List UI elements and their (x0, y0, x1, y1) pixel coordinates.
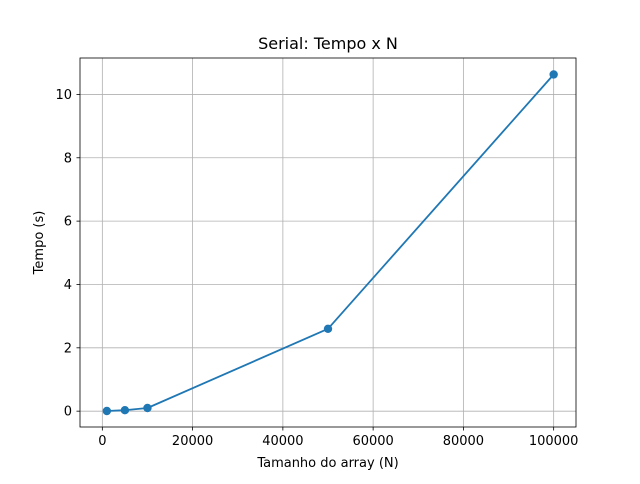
data-point (143, 403, 152, 413)
x-axis-ticks: 0 20000 40000 60000 80000 100000 (98, 427, 578, 449)
series-layer (102, 70, 558, 416)
y-tick-label: 2 (64, 341, 72, 356)
y-tick-label: 8 (64, 151, 72, 166)
y-axis-ticks: 0 2 4 6 8 10 (55, 88, 80, 420)
x-axis-label: Tamanho do array (N) (256, 456, 398, 471)
data-point (102, 406, 112, 416)
y-axis-label: Tempo (s) (32, 211, 47, 276)
axes-frame (79, 57, 577, 428)
data-point (549, 70, 558, 79)
x-tick-label: 40000 (262, 434, 303, 449)
x-tick-label: 100000 (529, 434, 579, 449)
y-tick-label: 6 (64, 215, 72, 230)
grid-lines (80, 58, 576, 427)
data-point (323, 324, 333, 334)
x-tick-label: 60000 (352, 434, 393, 449)
chart-title: Serial: Tempo x N (258, 34, 398, 53)
data-point (120, 406, 130, 415)
y-tick-label: 0 (64, 405, 72, 420)
y-tick-label: 4 (64, 278, 72, 293)
y-tick-label: 10 (55, 88, 72, 103)
x-tick-label: 0 (98, 434, 106, 449)
x-tick-label: 80000 (443, 434, 484, 449)
x-tick-label: 20000 (172, 434, 213, 449)
